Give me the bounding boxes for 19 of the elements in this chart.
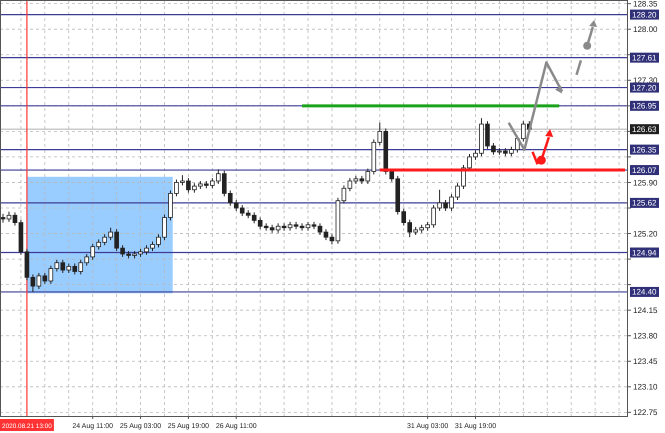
y-tick-label: 128.35 xyxy=(633,0,658,8)
ref-line-label: 124.94 xyxy=(632,248,658,258)
y-tick-label: 128.00 xyxy=(633,24,658,34)
ref-line-label: 126.63 xyxy=(632,124,658,134)
y-tick-label: 123.45 xyxy=(633,357,658,366)
ref-line-label: 124.40 xyxy=(632,288,658,297)
ref-line-label: 128.20 xyxy=(632,10,658,20)
y-tick-label: 125.90 xyxy=(633,178,658,188)
ref-line-label: 126.07 xyxy=(632,166,658,175)
y-tick-label: 123.80 xyxy=(633,332,658,341)
ref-line-label: 127.20 xyxy=(632,83,658,92)
y-tick-label: 124.15 xyxy=(633,306,658,315)
ref-line-label: 125.62 xyxy=(632,198,658,208)
ref-line-label: 126.35 xyxy=(632,145,658,154)
ref-line-label: 127.61 xyxy=(632,53,658,62)
ref-line-label: 126.95 xyxy=(632,102,658,111)
y-tick-label: 122.75 xyxy=(633,408,658,418)
y-tick-label: 123.10 xyxy=(633,382,658,392)
y-tick-label: 125.20 xyxy=(633,229,658,238)
